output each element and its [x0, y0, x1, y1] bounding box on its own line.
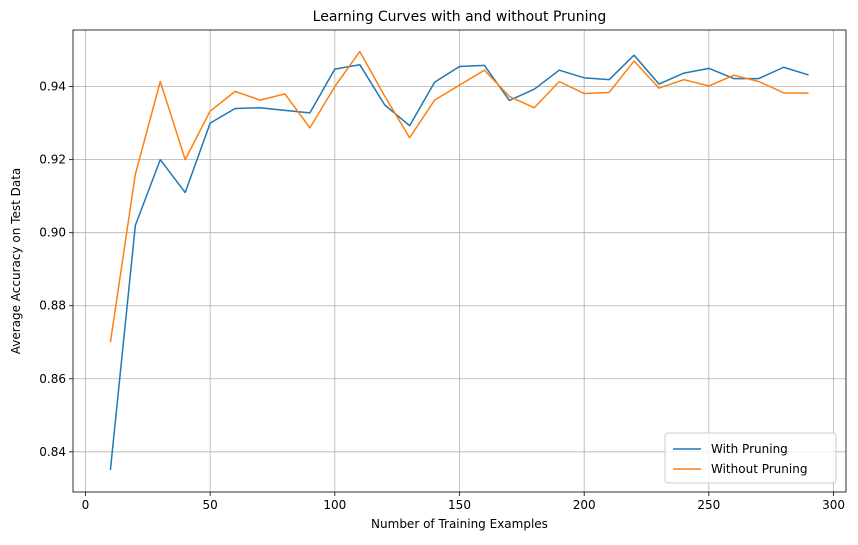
y-tick-label: 0.86	[39, 372, 66, 386]
legend-label: Without Pruning	[711, 462, 807, 476]
x-tick-label: 100	[323, 498, 346, 512]
x-tick-label: 0	[82, 498, 90, 512]
ticks: 0 50 100 150 200 250 300 0.84 0.86 0.88 0.90 0.92 0.…	[39, 80, 845, 512]
y-axis-label: Average Accuracy on Test Data	[9, 168, 23, 355]
chart-title: Learning Curves with and without Pruning	[313, 9, 607, 25]
y-tick-label: 0.84	[39, 445, 66, 459]
series-line-without-pruning	[109, 50, 809, 343]
y-tick-label: 0.92	[39, 153, 66, 167]
x-tick-label: 300	[822, 498, 845, 512]
series-layer	[109, 50, 809, 471]
legend: With Pruning Without Pruning	[664, 432, 837, 484]
legend-box	[664, 432, 837, 484]
series-line-with-pruning	[109, 54, 809, 471]
x-tick-label: 150	[448, 498, 471, 512]
x-tick-label: 200	[573, 498, 596, 512]
grid	[73, 30, 846, 492]
y-tick-label: 0.88	[39, 299, 66, 313]
legend-label: With Pruning	[711, 442, 788, 456]
x-tick-label: 50	[203, 498, 218, 512]
y-tick-label: 0.94	[39, 80, 66, 94]
x-tick-label: 250	[697, 498, 720, 512]
x-axis-label: Number of Training Examples	[371, 517, 548, 531]
y-tick-label: 0.90	[39, 226, 66, 240]
